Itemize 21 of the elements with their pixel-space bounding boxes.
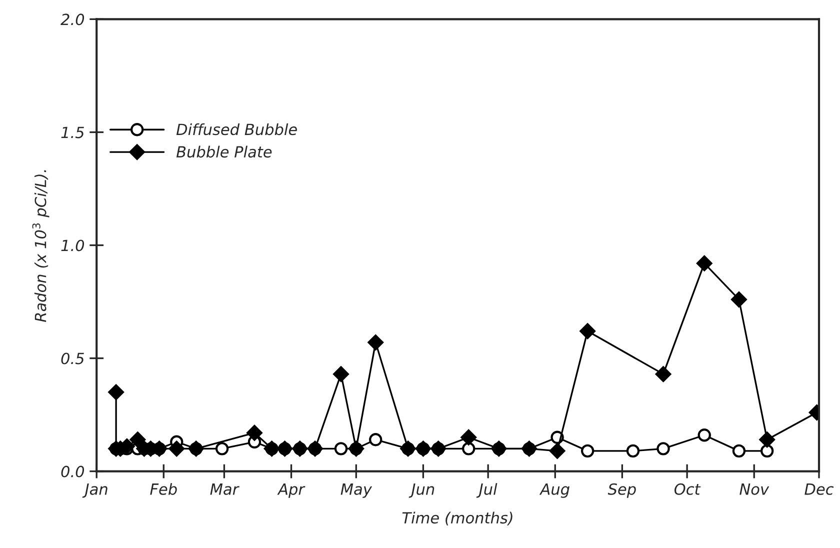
legend-label: Diffused Bubble [176, 123, 297, 136]
x-tick-label: Nov [740, 484, 770, 495]
x-tick-label: Jun [408, 484, 434, 498]
x-tick-label: Oct [674, 483, 701, 495]
x-tick-label: Feb [150, 483, 177, 495]
y-tick-label: 0.0 [61, 466, 84, 478]
y-tick-label: 0.5 [61, 352, 84, 364]
y-tick-label: 2.0 [60, 14, 84, 26]
x-axis-title: Time (months) [402, 512, 512, 526]
x-tick-label: Apr [277, 484, 306, 498]
x-tick-label: Jan [82, 484, 108, 498]
y-axis-title: Radon (x 10$^{3}$ pCi/L). [32, 170, 50, 322]
x-tick-label: May [340, 484, 372, 498]
x-tick-label: Mar [210, 484, 240, 495]
y-tick-label: 1.0 [61, 240, 84, 252]
x-tick-label: Sep [608, 483, 636, 498]
legend-label: Bubble Plate [176, 146, 272, 158]
y-tick-label: 1.5 [61, 126, 84, 138]
x-tick-label: Jul [476, 483, 498, 498]
x-tick-label: Aug [539, 484, 570, 498]
x-tick-label: Dec [804, 484, 834, 495]
